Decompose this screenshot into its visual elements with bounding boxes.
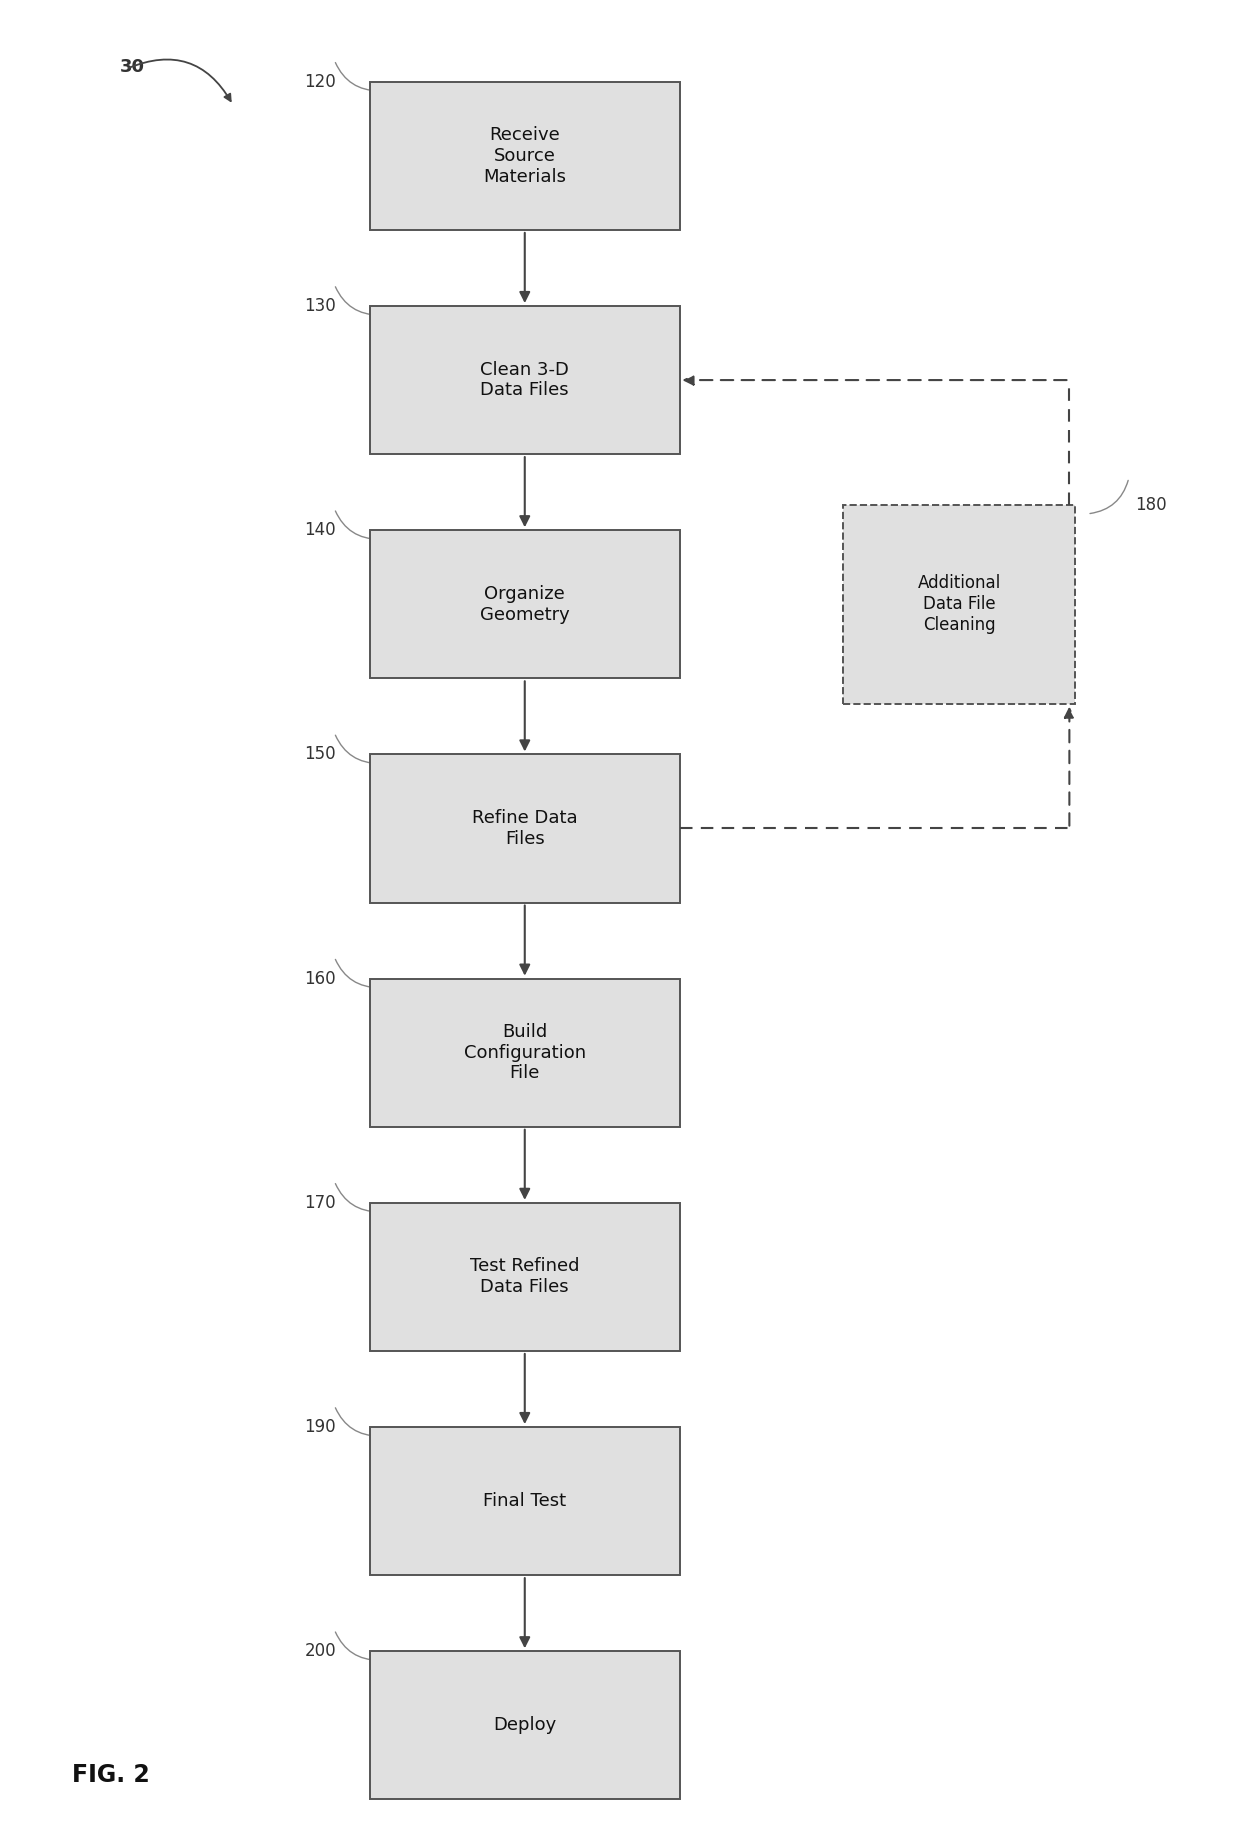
Text: FIG. 2: FIG. 2: [72, 1762, 150, 1786]
FancyBboxPatch shape: [370, 755, 680, 902]
Text: Clean 3-D
Data Files: Clean 3-D Data Files: [480, 360, 569, 400]
Text: 120: 120: [305, 72, 336, 90]
Text: 130: 130: [305, 297, 336, 315]
FancyBboxPatch shape: [370, 1203, 680, 1351]
Text: 150: 150: [305, 745, 336, 764]
Text: Build
Configuration
File: Build Configuration File: [464, 1022, 585, 1083]
FancyBboxPatch shape: [370, 530, 680, 679]
Text: Deploy: Deploy: [494, 1716, 557, 1734]
FancyBboxPatch shape: [370, 306, 680, 454]
FancyBboxPatch shape: [370, 1426, 680, 1576]
Text: Additional
Data File
Cleaning: Additional Data File Cleaning: [918, 574, 1001, 635]
Text: 30: 30: [120, 59, 145, 76]
Text: 190: 190: [305, 1419, 336, 1435]
Text: Organize
Geometry: Organize Geometry: [480, 585, 569, 624]
FancyBboxPatch shape: [843, 506, 1075, 703]
Text: 170: 170: [305, 1194, 336, 1212]
Text: 200: 200: [305, 1642, 336, 1660]
Text: Test Refined
Data Files: Test Refined Data Files: [470, 1258, 579, 1297]
Text: Final Test: Final Test: [484, 1493, 567, 1509]
FancyBboxPatch shape: [370, 978, 680, 1127]
Text: Refine Data
Files: Refine Data Files: [472, 810, 578, 849]
FancyBboxPatch shape: [370, 81, 680, 231]
Text: 180: 180: [1135, 496, 1167, 513]
Text: 140: 140: [305, 520, 336, 539]
Text: Receive
Source
Materials: Receive Source Materials: [484, 125, 567, 186]
Text: 160: 160: [305, 969, 336, 987]
FancyBboxPatch shape: [370, 1651, 680, 1799]
